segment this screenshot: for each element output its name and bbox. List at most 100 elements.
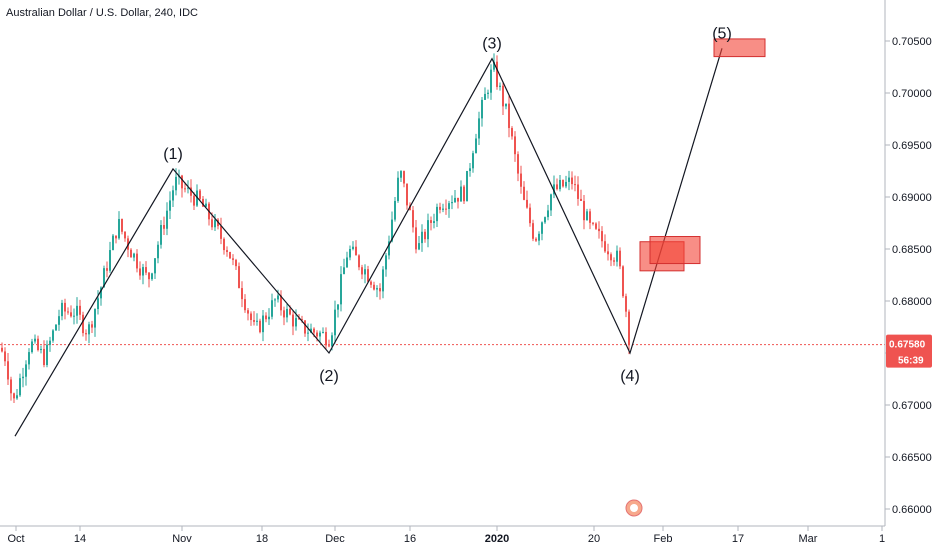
candle-body <box>325 331 327 346</box>
candle-body <box>22 376 24 379</box>
time-tick-label: Dec <box>325 533 345 545</box>
events-marker[interactable] <box>625 499 643 517</box>
candle-body <box>307 332 309 334</box>
candle-body <box>487 92 489 94</box>
candle-body <box>370 281 372 285</box>
candle-body <box>169 200 171 211</box>
candle-body <box>394 200 396 220</box>
candle-body <box>190 187 192 196</box>
candle-body <box>163 225 165 229</box>
candle-body <box>598 228 600 232</box>
candle-body <box>175 176 177 191</box>
candle-body <box>529 207 531 224</box>
candle-body <box>304 320 306 334</box>
candle-body <box>355 246 357 256</box>
candle-body <box>124 231 126 239</box>
price-tick-label: 0.66500 <box>892 452 932 464</box>
candle-body <box>367 269 369 282</box>
candle-body <box>610 254 612 261</box>
candle-body <box>358 255 360 268</box>
candle-body <box>67 311 69 313</box>
candle-body <box>550 194 552 211</box>
candle-body <box>235 259 237 267</box>
candle-body <box>373 284 375 290</box>
candle-body <box>316 332 318 337</box>
candle-body <box>199 190 201 199</box>
candle-body <box>154 258 156 274</box>
candle-body <box>19 378 21 396</box>
candle-body <box>559 179 561 190</box>
candle-body <box>466 171 468 202</box>
candle-body <box>256 320 258 322</box>
candle-body <box>277 295 279 300</box>
candle-body <box>535 238 537 241</box>
candle-body <box>148 272 150 280</box>
candle-body <box>172 190 174 201</box>
candle-body <box>25 364 27 377</box>
candle-body <box>73 315 75 317</box>
candle-body <box>604 241 606 252</box>
candle-body <box>439 206 441 210</box>
candle-body <box>463 186 465 202</box>
price-tick-label: 0.66000 <box>892 504 932 516</box>
candle-body <box>145 267 147 273</box>
candle-body <box>268 316 270 320</box>
candle-body <box>262 315 264 333</box>
candle-body <box>220 226 222 239</box>
candle-body <box>589 211 591 223</box>
candle-body <box>79 305 81 315</box>
candle-body <box>586 211 588 221</box>
candle-body <box>49 340 51 345</box>
candle-body <box>280 295 282 311</box>
candle-body <box>511 128 513 137</box>
price-tick-label: 0.70000 <box>892 88 932 100</box>
candle-body <box>517 154 519 174</box>
candle-body <box>10 379 12 394</box>
wave-label: (5) <box>712 25 732 42</box>
price-axis: 0.70500 0.70000 0.69500 0.69000 0.68500 0.680… <box>885 36 932 516</box>
candle-body <box>403 171 405 184</box>
candle-body <box>55 324 57 331</box>
candle-body <box>238 266 240 289</box>
candle-body <box>352 246 354 250</box>
candle-body <box>85 333 87 335</box>
candle-body <box>349 249 351 258</box>
bar-countdown-label: 56:39 <box>898 356 924 367</box>
candle-body <box>328 345 330 347</box>
candle-body <box>253 320 255 322</box>
candle-body <box>499 85 501 87</box>
candle-body <box>229 251 231 259</box>
candle-body <box>109 250 111 271</box>
wave-labels: (1) (2) (3) (4) (5) <box>163 25 732 385</box>
price-tick-label: 0.69500 <box>892 140 932 152</box>
candle-body <box>490 69 492 93</box>
candle-body <box>301 319 303 321</box>
candle-body <box>361 267 363 275</box>
candle-body <box>505 103 507 107</box>
candle-body <box>241 288 243 300</box>
candle-body <box>118 218 120 239</box>
candle-body <box>76 305 78 316</box>
candle-body <box>130 249 132 258</box>
target-zone-box <box>713 38 766 58</box>
candle-body <box>484 93 486 100</box>
candle-body <box>94 309 96 328</box>
candle-body <box>346 257 348 268</box>
candle-body <box>583 200 585 221</box>
candle-body <box>334 309 336 336</box>
candle-body <box>88 324 90 335</box>
candle-body <box>43 348 45 366</box>
candle-body <box>622 266 624 297</box>
candle-body <box>274 299 276 301</box>
candle-body <box>601 231 603 242</box>
candle-body <box>400 171 402 178</box>
candle-body <box>460 186 462 202</box>
candle-body <box>574 184 576 186</box>
candle-body <box>451 202 453 204</box>
wave-label: (2) <box>319 368 339 385</box>
elliott-wave-line <box>14 48 723 437</box>
candle-body <box>472 153 474 169</box>
candle-body <box>313 328 315 333</box>
candle-body <box>13 393 15 399</box>
